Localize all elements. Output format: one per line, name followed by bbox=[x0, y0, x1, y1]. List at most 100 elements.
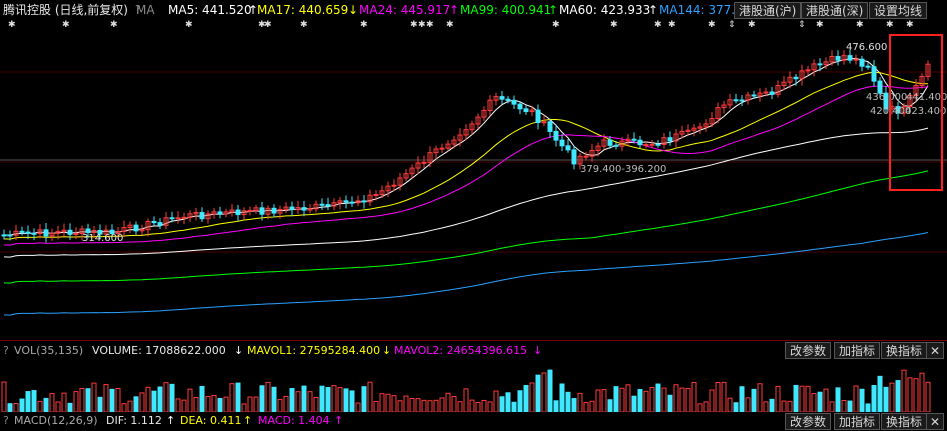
candle-down bbox=[259, 207, 265, 215]
candle-up bbox=[541, 121, 547, 124]
macd-params-button[interactable]: 改参数 bbox=[785, 413, 832, 430]
candle-down bbox=[631, 138, 637, 141]
candle-down bbox=[31, 232, 37, 235]
event-star-icon[interactable]: ✱ bbox=[748, 20, 756, 30]
volume-bar bbox=[31, 390, 37, 412]
volume-bar bbox=[769, 398, 775, 412]
volume-add-indicator-button[interactable]: 加指标 bbox=[834, 342, 881, 359]
event-star-icon[interactable]: ✱ bbox=[110, 20, 118, 30]
candle-up bbox=[529, 109, 535, 113]
event-star-icon[interactable]: ✱ bbox=[886, 20, 894, 30]
event-star-icon[interactable]: ✱ bbox=[185, 20, 193, 30]
set-ma-button[interactable]: 设置均线 bbox=[869, 2, 928, 19]
volume-indicator-name[interactable]: VOL(35,135) bbox=[14, 344, 84, 357]
macd-value: MACD: 1.404 bbox=[258, 414, 330, 427]
volume-bar bbox=[169, 383, 175, 412]
candle-up bbox=[139, 229, 145, 232]
chart-header: 腾讯控股 (日线,前复权) MA ? MA5: 441.520 ↑ MA17: … bbox=[0, 0, 947, 20]
volume-bar bbox=[61, 392, 67, 412]
candle-down bbox=[523, 108, 529, 113]
volume-close-icon[interactable]: ✕ bbox=[926, 342, 945, 359]
dea-value: DEA: 0.411 bbox=[180, 414, 242, 427]
event-star-icon[interactable]: ✱ bbox=[906, 20, 914, 30]
hk-connect-sz-button[interactable]: 港股通(深) bbox=[801, 2, 869, 19]
volume-bar bbox=[427, 400, 433, 412]
volume-bar bbox=[835, 387, 841, 412]
macd-switch-indicator-button[interactable]: 换指标 bbox=[881, 413, 928, 430]
candle-down bbox=[133, 224, 139, 232]
event-star-icon[interactable]: ✱ bbox=[264, 20, 272, 30]
candle-up bbox=[721, 104, 727, 109]
candle-up bbox=[457, 134, 463, 141]
candle-down bbox=[571, 149, 577, 165]
candle-down bbox=[85, 228, 91, 233]
event-star-icon[interactable]: ✱ bbox=[446, 20, 454, 30]
candlestick-chart[interactable]: 476.600 314.600 379.400-396.200 436.000441.… bbox=[0, 20, 947, 338]
volume-bar bbox=[283, 395, 289, 412]
macd-close-icon[interactable]: ✕ bbox=[926, 413, 945, 430]
volume-bar bbox=[25, 391, 31, 412]
candle-up bbox=[283, 206, 289, 210]
candle-down bbox=[157, 222, 163, 226]
candle-up bbox=[91, 230, 97, 233]
volume-bar bbox=[403, 395, 409, 412]
help-icon[interactable]: ? bbox=[135, 3, 141, 16]
volume-bar bbox=[127, 400, 133, 412]
candle-up bbox=[421, 161, 427, 164]
event-star-icon[interactable]: ⇕ bbox=[798, 20, 806, 30]
ma144-value: MA144: 377.29 bbox=[659, 3, 751, 17]
candle-up bbox=[463, 129, 469, 136]
event-star-icon[interactable]: ✱ bbox=[816, 20, 824, 30]
volume-bar bbox=[619, 387, 625, 412]
event-star-icon[interactable]: ✱ bbox=[426, 20, 434, 30]
macd-indicator-name[interactable]: MACD(12,26,9) bbox=[14, 414, 98, 427]
candle-down bbox=[835, 55, 841, 61]
event-star-icon[interactable]: ⇕ bbox=[728, 20, 736, 30]
event-star-icon[interactable]: ✱ bbox=[8, 20, 16, 30]
help-icon[interactable]: ? bbox=[3, 414, 9, 427]
candle-up bbox=[79, 228, 85, 235]
annotation-mid: 379.400-396.200 bbox=[580, 164, 666, 175]
candle-down bbox=[511, 99, 517, 105]
event-star-icon[interactable]: ✱ bbox=[410, 20, 418, 30]
volume-bar bbox=[919, 372, 925, 412]
event-star-icon[interactable]: ✱ bbox=[258, 20, 266, 30]
volume-switch-indicator-button[interactable]: 换指标 bbox=[881, 342, 928, 359]
volume-bar bbox=[415, 398, 421, 412]
volume-bar bbox=[913, 378, 919, 412]
volume-bar bbox=[667, 394, 673, 412]
help-icon[interactable]: ? bbox=[3, 344, 9, 357]
candle-up bbox=[403, 173, 409, 179]
macd-add-indicator-button[interactable]: 加指标 bbox=[834, 413, 881, 430]
candle-down bbox=[817, 63, 823, 66]
candle-up bbox=[469, 123, 475, 131]
hk-connect-sh-button[interactable]: 港股通(沪) bbox=[734, 2, 802, 19]
ma99-line bbox=[3, 170, 929, 284]
volume-params-button[interactable]: 改参数 bbox=[785, 342, 832, 359]
candle-down bbox=[67, 229, 73, 235]
volume-bar bbox=[565, 391, 571, 412]
candle-up bbox=[175, 217, 181, 220]
event-star-icon[interactable]: ✱ bbox=[708, 20, 716, 30]
event-star-icon[interactable]: ✱ bbox=[360, 20, 368, 30]
volume-bar bbox=[247, 396, 253, 412]
candle-up bbox=[703, 123, 709, 128]
event-star-icon[interactable]: ✱ bbox=[610, 20, 618, 30]
candle-up bbox=[397, 177, 403, 186]
candle-down bbox=[607, 139, 613, 146]
volume-bar bbox=[289, 388, 295, 412]
volume-bar bbox=[493, 390, 499, 412]
volume-bar bbox=[643, 390, 649, 412]
event-star-icon[interactable]: ✱ bbox=[856, 20, 864, 30]
event-star-icon[interactable]: ✱ bbox=[654, 20, 662, 30]
candle-down bbox=[109, 229, 115, 234]
volume-chart[interactable] bbox=[0, 360, 947, 412]
event-star-icon[interactable]: ✱ bbox=[300, 20, 308, 30]
event-star-icon[interactable]: ✱ bbox=[62, 20, 70, 30]
event-star-icon[interactable]: ✱ bbox=[668, 20, 676, 30]
volume-bar bbox=[475, 401, 481, 412]
candle-up bbox=[679, 130, 685, 135]
event-star-icon[interactable]: ✱ bbox=[552, 20, 560, 30]
ma-toggle[interactable]: MA bbox=[136, 3, 155, 17]
event-star-icon[interactable]: ✱ bbox=[418, 20, 426, 30]
